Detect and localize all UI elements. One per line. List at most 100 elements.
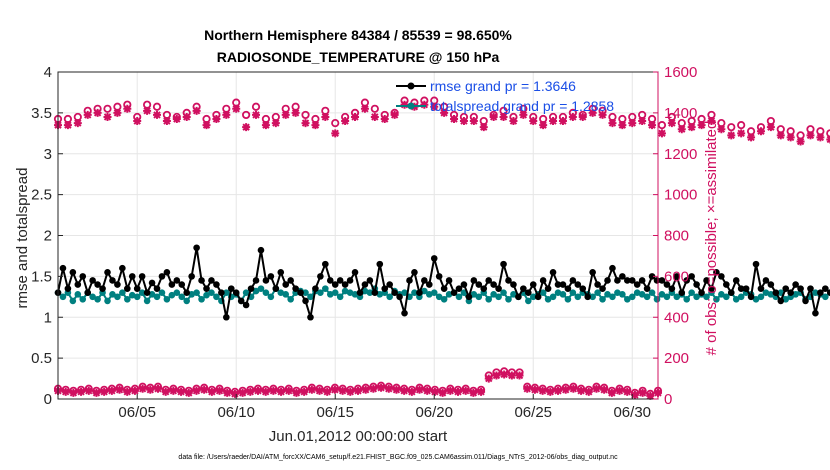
obs-assimilated-top-point — [717, 125, 726, 134]
totalspread-point — [633, 289, 641, 297]
obs-possible-top-point — [727, 123, 736, 132]
rmse-point — [757, 285, 765, 292]
totalspread-point — [79, 295, 87, 303]
totalspread-point — [574, 293, 582, 301]
obs-assimilated-top-point — [499, 112, 508, 121]
rmse-point — [520, 285, 527, 292]
obs-assimilated-bottom-point — [138, 384, 147, 393]
rmse-point — [114, 281, 121, 288]
obs-assimilated-bottom-point — [554, 386, 562, 395]
chart-title-line1: Northern Hemisphere 84384 / 85539 = 98.6… — [204, 27, 512, 43]
obs-assimilated-bottom-point — [577, 386, 586, 395]
rmse-point — [143, 289, 151, 297]
y2-tick-label: 400 — [664, 309, 689, 326]
totalspread-point — [331, 289, 339, 297]
rmse-point — [673, 273, 681, 280]
totalspread-point — [673, 293, 681, 301]
rmse-point — [124, 285, 131, 292]
obs-assimilated-bottom-point — [377, 383, 386, 392]
rmse-point — [529, 281, 537, 288]
rmse-point — [317, 273, 324, 280]
rmse-point — [198, 277, 205, 284]
y2-tick-label: 1200 — [664, 146, 697, 163]
obs-assimilated-top-point — [826, 135, 830, 144]
rmse-point — [148, 279, 156, 287]
rmse-point — [371, 289, 379, 297]
rmse-point — [683, 277, 691, 284]
rmse-point — [569, 277, 577, 284]
totalspread-point — [128, 291, 136, 299]
rmse-point — [297, 289, 304, 297]
x-tick-label: 06/05 — [118, 404, 156, 421]
obs-assimilated-bottom-point — [592, 384, 601, 393]
obs-assimilated-top-point — [806, 131, 815, 140]
rmse-point — [732, 277, 740, 284]
totalspread-point — [812, 289, 819, 297]
obs-assimilated-bottom-point — [477, 387, 486, 396]
rmse-point — [619, 273, 626, 280]
obs-assimilated-bottom-point — [123, 387, 132, 396]
rmse-point — [425, 281, 433, 288]
rmse-point — [599, 285, 606, 292]
rmse-point — [252, 277, 260, 284]
totalspread-point — [475, 293, 483, 301]
totalspread-point — [74, 291, 82, 298]
rmse-point — [688, 273, 695, 280]
obs-assimilated-top-point — [252, 110, 261, 119]
rmse-point — [331, 281, 339, 288]
obs-assimilated-top-point — [519, 110, 528, 119]
totalspread-point — [430, 289, 438, 297]
obs-assimilated-top-point — [776, 131, 785, 140]
obs-assimilated-top-point — [390, 110, 399, 119]
y2-tick-label: 800 — [664, 228, 689, 245]
rmse-point — [109, 277, 116, 284]
rmse-point — [133, 285, 141, 292]
rmse-point — [737, 285, 745, 292]
totalspread-point — [163, 295, 171, 303]
rmse-point — [406, 277, 413, 284]
rmse-point — [163, 268, 171, 276]
obs-assimilated-top-point — [786, 133, 795, 142]
rmse-point — [277, 268, 285, 276]
rmse-point — [193, 244, 200, 252]
rmse-point — [227, 285, 235, 292]
obs-assimilated-bottom-point — [61, 387, 70, 396]
y2-tick-label: 1600 — [664, 64, 697, 81]
obs-assimilated-bottom-point — [584, 387, 593, 396]
obs-assimilated-bottom-point — [169, 386, 178, 395]
obs-assimilated-bottom-point — [315, 386, 324, 395]
obs-assimilated-top-point — [281, 110, 290, 119]
obs-assimilated-top-point — [143, 106, 152, 115]
obs-assimilated-bottom-point — [161, 387, 170, 396]
obs-assimilated-top-point — [400, 100, 409, 109]
obs-assimilated-bottom-point — [177, 387, 186, 396]
totalspread-point — [188, 291, 195, 298]
rmse-point — [792, 281, 799, 288]
obs-assimilated-top-point — [351, 112, 360, 121]
rmse-point — [727, 289, 735, 297]
obs-assimilated-bottom-point — [538, 386, 547, 395]
rmse-point — [614, 277, 621, 284]
y-tick-label: 3 — [44, 146, 52, 163]
obs-assimilated-bottom-point — [261, 387, 270, 396]
totalspread-point — [752, 295, 760, 303]
rmse-point — [797, 285, 804, 292]
obs-assimilated-bottom-point — [154, 384, 162, 393]
obs-assimilated-bottom-point — [484, 374, 493, 383]
obs-assimilated-bottom-point — [292, 388, 301, 397]
rmse-point — [723, 281, 730, 288]
rmse-point — [218, 289, 225, 297]
y2-tick-label: 1400 — [664, 105, 697, 122]
rmse-point — [312, 285, 319, 292]
obs-assimilated-top-point — [677, 125, 686, 134]
rmse-point — [341, 281, 349, 288]
rmse-point — [153, 285, 161, 292]
totalspread-point — [148, 291, 156, 298]
rmse-point — [812, 309, 819, 317]
totalspread-point — [376, 291, 384, 298]
y-tick-label: 1 — [44, 309, 52, 326]
rmse-point — [232, 289, 240, 297]
obs-assimilated-bottom-point — [184, 388, 193, 397]
obs-assimilated-top-point — [568, 112, 577, 121]
totalspread-point — [594, 289, 601, 297]
